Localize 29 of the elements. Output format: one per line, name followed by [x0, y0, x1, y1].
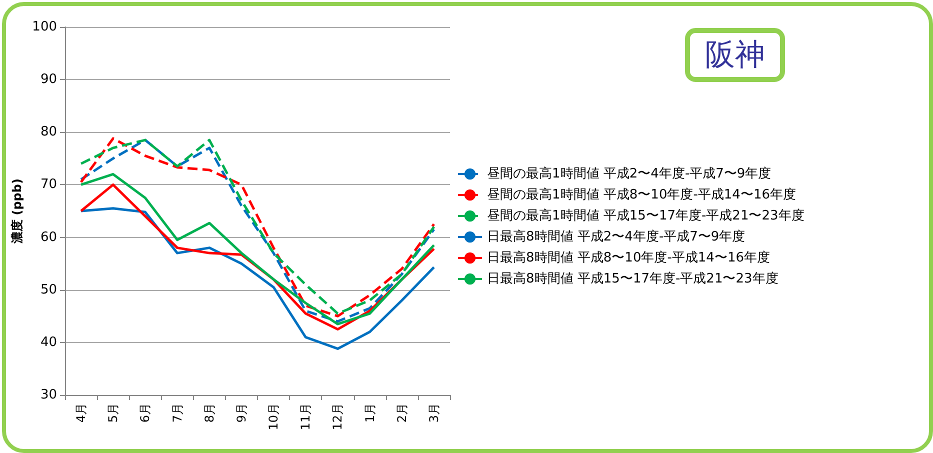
legend-label: 日最高8時間値 平成15〜17年度-平成21〜23年度 [487, 270, 778, 286]
x-tick-label: 2月 [394, 403, 409, 423]
legend-label: 昼間の最高1時間値 平成2〜4年度-平成7〜9年度 [487, 166, 772, 182]
y-tick-label: 60 [40, 230, 57, 245]
legend-label: 日最高8時間値 平成2〜4年度-平成7〜9年度 [487, 228, 746, 244]
x-tick-label: 12月 [330, 403, 345, 430]
y-tick-label: 30 [40, 388, 57, 402]
text: 阪神 [705, 38, 765, 72]
y-tick-label: 40 [40, 334, 57, 350]
x-tick-label: 1月 [362, 403, 377, 423]
x-tick-label: 7月 [170, 403, 184, 423]
legend-label: 昼間の最高1時間値 平成8〜10年度-平成14〜16年度 [487, 186, 796, 202]
x-tick-label: 8月 [202, 403, 216, 423]
y-axis-title: 濃度 (ppb) [10, 178, 24, 244]
y-tick-label: 70 [40, 177, 57, 192]
x-tick-label: 9月 [234, 403, 248, 423]
legend-label: 日最高8時間値 平成8〜10年度-平成14〜16年度 [487, 250, 770, 266]
x-tick-label: 11月 [298, 403, 313, 430]
x-tick-label: 6月 [138, 403, 152, 423]
x-tick-label: 5月 [106, 403, 120, 423]
legend-label: 昼間の最高1時間値 平成15〜17年度-平成21〜23年度 [487, 208, 804, 224]
y-tick-label: 50 [40, 282, 57, 298]
x-tick-label: 4月 [74, 403, 88, 423]
x-tick-label: 3月 [426, 403, 441, 423]
y-tick-label: 100 [32, 20, 57, 34]
y-tick-label: 90 [40, 72, 57, 88]
line-series [80, 207, 436, 350]
y-tick-label: 80 [40, 124, 57, 140]
x-tick-label: 10月 [266, 403, 281, 430]
